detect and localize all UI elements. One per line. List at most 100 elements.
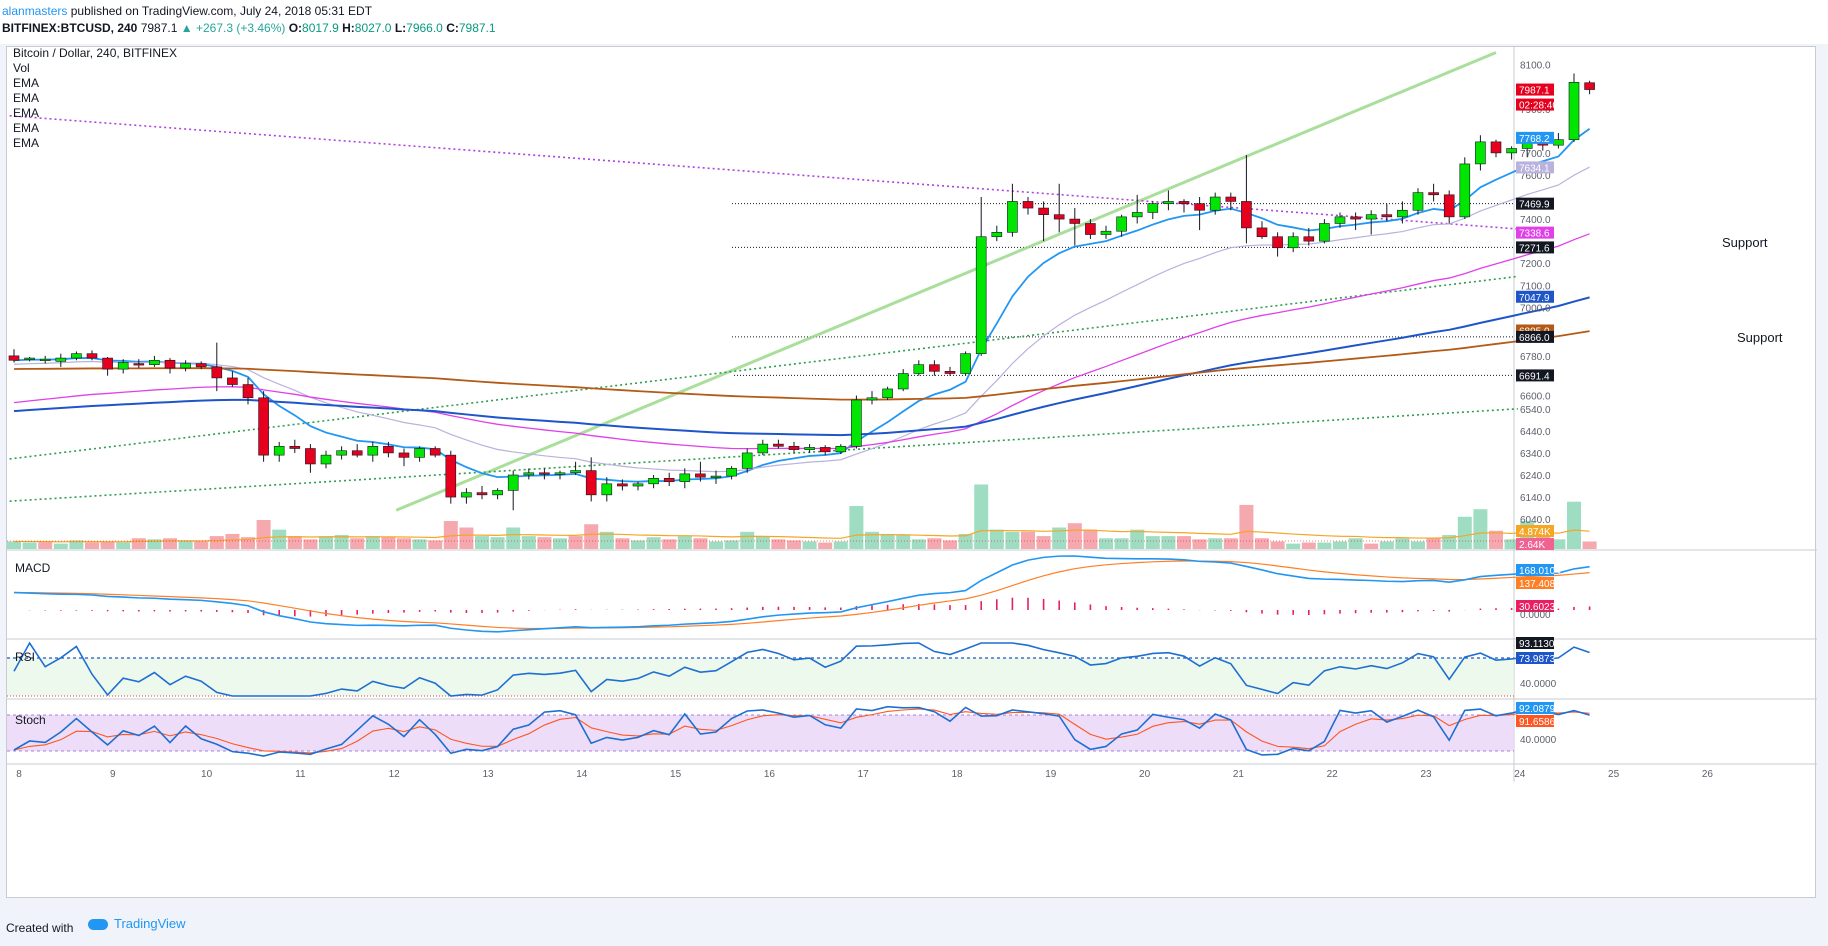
candle-body	[1365, 214, 1377, 220]
chart-canvas[interactable]: 8100.07900.07700.07600.07400.07200.07100…	[4, 46, 1817, 899]
author-link[interactable]: alanmasters	[2, 4, 68, 18]
volume-bar	[365, 536, 380, 549]
candle-body	[804, 447, 815, 450]
volume-bar	[1504, 539, 1519, 549]
candle-body	[617, 483, 628, 487]
volume-bar	[771, 539, 786, 549]
candle-body	[1209, 196, 1221, 211]
time-tick-label: 25	[1608, 769, 1620, 780]
price-badge-bg	[1516, 226, 1554, 239]
candle-body	[788, 446, 800, 450]
volume-bar	[755, 536, 770, 549]
volume-bar	[178, 540, 193, 549]
stoch-band-fill	[7, 715, 1514, 751]
volume-bar	[131, 538, 146, 549]
volume-bar	[1489, 530, 1503, 549]
volume-bar	[1145, 536, 1160, 549]
volume-bar	[241, 537, 255, 549]
candle-body	[975, 236, 987, 354]
candle-body	[1303, 236, 1315, 242]
tradingview-logo[interactable]: TradingView	[88, 916, 186, 931]
candle-body	[1350, 216, 1361, 220]
price-tick-label: 6780.0	[1520, 352, 1551, 363]
volume-bar	[896, 535, 911, 549]
price-badge-bg	[1516, 83, 1554, 96]
volume-bar	[381, 537, 396, 549]
time-tick-label: 20	[1139, 769, 1151, 780]
volume-bar	[443, 521, 458, 549]
candle-body	[1459, 163, 1471, 218]
ema-magenta-line	[13, 233, 1590, 450]
volume-bar	[1411, 541, 1425, 549]
candle-body	[897, 373, 909, 390]
volume-bar	[1255, 538, 1269, 549]
volume-bar	[475, 536, 489, 549]
volume-bar	[1114, 538, 1129, 549]
price-badge: 7768.2	[1519, 134, 1550, 145]
high-value: 8027.0	[354, 21, 392, 35]
volume-bar	[677, 536, 692, 549]
volume-bar	[943, 540, 957, 549]
volume-bar	[646, 537, 661, 549]
macd-signal-badge: 137.4080	[1519, 579, 1561, 590]
candle-body	[367, 446, 379, 456]
channel-line-upper	[4, 275, 1518, 461]
candle-body	[1490, 141, 1502, 154]
volume-bar	[724, 540, 739, 549]
rsi-upper-badge: 93.1130	[1519, 639, 1555, 650]
candle-body	[866, 397, 878, 401]
footer: Created with TradingView	[0, 904, 1828, 946]
candle-body	[102, 357, 113, 370]
candle-body	[632, 483, 644, 487]
price-tick-label: 7000.0	[1520, 303, 1551, 314]
volume-bar	[709, 541, 723, 549]
candle-body	[414, 448, 425, 458]
downtrend-line	[4, 114, 1518, 230]
candle-body	[289, 446, 301, 449]
price-badge-bg	[1516, 369, 1554, 382]
volume-bar	[974, 484, 989, 549]
time-tick-label: 26	[1702, 769, 1714, 780]
volume-bar	[1301, 542, 1316, 549]
candle-body	[1272, 236, 1283, 249]
volume-bar	[927, 538, 942, 549]
candle-body	[211, 366, 223, 379]
volume-bar	[1551, 539, 1566, 549]
volume-bar	[350, 538, 365, 549]
macd-zero-label: 0.0000	[1520, 610, 1551, 621]
candle-body	[882, 388, 893, 399]
volume-bar	[1005, 531, 1020, 549]
price-badge-bg	[1516, 161, 1554, 174]
low-value: 7966.0	[406, 21, 443, 35]
candle-body	[554, 472, 566, 475]
price-tick-label: 7600.0	[1520, 171, 1551, 182]
chart-area[interactable]: 8100.07900.07700.07600.07400.07200.07100…	[4, 46, 1817, 899]
macd-signal-badge-bg	[1516, 577, 1554, 589]
candle-body	[601, 483, 613, 496]
price-badge: 6691.4	[1519, 371, 1550, 382]
candle-body	[1568, 81, 1580, 140]
time-tick-label: 8	[16, 769, 22, 780]
candle-body	[1256, 227, 1268, 238]
volume-bar	[1348, 538, 1363, 549]
time-tick-label: 9	[110, 769, 116, 780]
candle-body	[1053, 214, 1065, 220]
symbol-line: BITFINEX:BTCUSD, 240 7987.1 ▲ +267.3 (+3…	[2, 21, 496, 35]
candle-body	[1381, 214, 1393, 218]
volume-bar	[787, 540, 801, 549]
price-tick-label: 6140.0	[1520, 493, 1551, 504]
candle-body	[507, 474, 519, 491]
candle-body	[773, 443, 784, 447]
volume-bar	[209, 536, 224, 549]
price-badge: 7987.1	[1519, 86, 1550, 97]
candle-body	[1147, 203, 1159, 213]
candle-body	[1131, 212, 1143, 218]
candle-body	[523, 472, 535, 476]
stoch-label: Stoch	[15, 713, 46, 727]
candle-body	[819, 447, 831, 453]
price-badge-bg	[1516, 197, 1554, 210]
macd-hist-badge: 30.6023	[1519, 602, 1556, 613]
price-tick-label: 8100.0	[1520, 61, 1551, 72]
legend-vol: Vol	[13, 61, 30, 75]
volume-bar	[7, 541, 21, 549]
